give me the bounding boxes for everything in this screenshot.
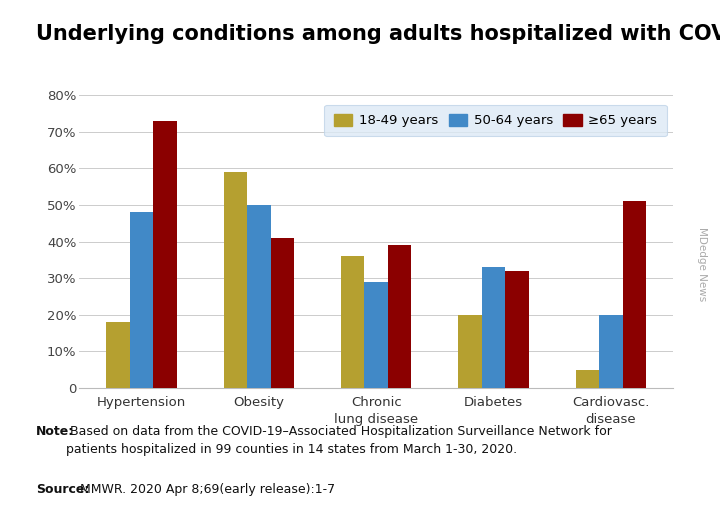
Bar xyxy=(576,370,599,388)
Text: Based on data from the COVID-19–Associated Hospitalization Surveillance Network : Based on data from the COVID-19–Associat… xyxy=(66,425,612,456)
Bar xyxy=(247,205,271,388)
Bar xyxy=(341,256,364,388)
Text: Source:: Source: xyxy=(36,483,89,496)
Bar xyxy=(224,172,247,388)
Bar xyxy=(364,282,388,388)
Bar xyxy=(599,315,623,388)
Text: Underlying conditions among adults hospitalized with COVID-19: Underlying conditions among adults hospi… xyxy=(36,24,720,44)
Bar xyxy=(459,315,482,388)
Text: MDedge News: MDedge News xyxy=(697,227,707,301)
Bar xyxy=(388,245,411,388)
Text: Note:: Note: xyxy=(36,425,74,438)
Bar xyxy=(271,238,294,388)
Bar xyxy=(153,121,176,388)
Bar xyxy=(107,322,130,388)
Bar xyxy=(623,201,647,388)
Bar xyxy=(505,271,528,388)
Bar xyxy=(130,212,153,388)
Bar xyxy=(482,267,505,388)
Legend: 18-49 years, 50-64 years, ≥65 years: 18-49 years, 50-64 years, ≥65 years xyxy=(325,105,667,136)
Text: MMWR. 2020 Apr 8;69(early release):1-7: MMWR. 2020 Apr 8;69(early release):1-7 xyxy=(76,483,335,496)
